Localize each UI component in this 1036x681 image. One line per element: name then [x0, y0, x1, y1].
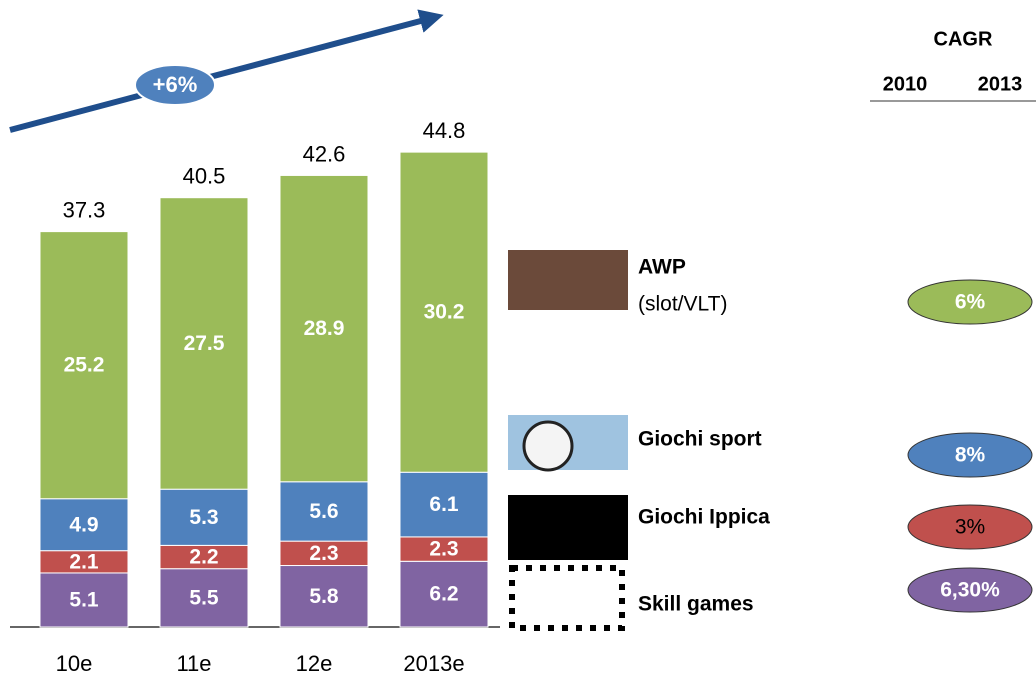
- sport-icon-ball: [522, 420, 574, 472]
- cagr-badge: [907, 567, 1033, 613]
- total-label: 37.3: [63, 197, 106, 222]
- annotation: +6%: [153, 72, 198, 97]
- bar-segment: [39, 231, 129, 500]
- cagr-title: CAGR: [934, 28, 993, 50]
- segment-label: 4.9: [69, 513, 98, 536]
- bar-segment: [279, 174, 369, 483]
- cagr-badge: [907, 432, 1033, 478]
- segment-label: 2.3: [309, 542, 338, 565]
- annotation-badge: [134, 64, 216, 106]
- segment-label: 27.5: [184, 332, 225, 355]
- x-tick-label: 11e: [176, 651, 211, 676]
- cagr-year: 2010: [883, 73, 928, 95]
- segment-label: 2.1: [69, 550, 99, 573]
- bar-segment: [159, 568, 249, 628]
- x-tick-label: 10e: [56, 651, 93, 676]
- segment-label: 28.9: [304, 317, 345, 340]
- segment-label: 6.1: [429, 493, 459, 516]
- segment-label: 5.6: [309, 500, 338, 523]
- bar-segment: [159, 488, 249, 546]
- total-label: 40.5: [183, 164, 226, 189]
- segment-label: 5.8: [309, 585, 339, 608]
- bar-segment: [159, 197, 249, 490]
- x-tick-label: 12e: [296, 651, 333, 676]
- cagr-badge: [907, 279, 1033, 325]
- segment-label: 5.5: [189, 586, 219, 609]
- cagr-label: 8%: [955, 444, 986, 467]
- bar-segment: [399, 471, 489, 538]
- trend-arrow: [9, 9, 444, 133]
- bar-segment: [399, 536, 489, 562]
- ippica-icon: [508, 495, 628, 560]
- legend-label: Giochi sport: [638, 428, 762, 451]
- segment-label: 25.2: [64, 354, 105, 377]
- segment-label: 2.2: [189, 546, 218, 569]
- cagr-label: 3%: [955, 516, 985, 539]
- segment-label: 6.2: [429, 583, 458, 606]
- cagr-badge: [907, 504, 1033, 550]
- bar-segment: [39, 572, 129, 628]
- bar-segment: [279, 565, 369, 628]
- segment-label: 5.3: [189, 506, 218, 529]
- awp-icon: [508, 250, 628, 310]
- legend-label: AWP: [638, 256, 686, 279]
- bar-segment: [399, 560, 489, 628]
- cagr-label: 6,30%: [940, 579, 1000, 602]
- legend-label: Giochi Ippica: [638, 506, 770, 529]
- legend-note: (slot/VLT): [638, 293, 727, 316]
- total-label: 44.8: [423, 118, 466, 143]
- segment-label: 2.3: [429, 538, 458, 561]
- x-tick-label: 2013e: [403, 651, 464, 676]
- bar-segment: [279, 481, 369, 542]
- segment-label: 5.1: [69, 589, 99, 612]
- bar-segment: [399, 151, 489, 473]
- bar-segment: [279, 540, 369, 567]
- segment-label: 30.2: [424, 301, 465, 324]
- total-label: 42.6: [303, 141, 346, 166]
- cagr-label: 6%: [955, 291, 986, 314]
- bar-segment: [39, 498, 129, 552]
- skill-icon: [509, 565, 625, 631]
- cagr-year: 2013: [978, 73, 1023, 95]
- legend-label: Skill games: [638, 593, 754, 616]
